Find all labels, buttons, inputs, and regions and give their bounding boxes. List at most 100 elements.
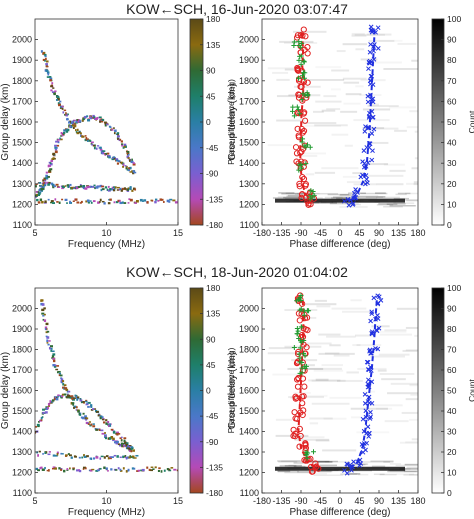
trace-point <box>101 200 105 203</box>
trace-point <box>47 402 51 406</box>
density-cell <box>324 461 351 463</box>
density-cell <box>409 418 418 421</box>
trace-point <box>43 183 47 187</box>
trace-point <box>85 399 88 402</box>
trace-point <box>90 404 93 407</box>
trace-point <box>129 448 132 451</box>
trace-point <box>109 456 112 460</box>
data-marker <box>297 111 303 117</box>
trace-point <box>50 89 53 92</box>
trace-point <box>93 116 96 119</box>
x-tick-label: 0 <box>337 228 342 238</box>
y-tick-label: 1100 <box>13 220 32 230</box>
trace-point <box>119 444 122 447</box>
trace-point <box>127 456 130 459</box>
trace-point <box>107 457 110 460</box>
x-tick-label: -90 <box>294 496 307 506</box>
colorbar-tick-label: 10 <box>447 468 457 478</box>
density-cell <box>342 175 358 178</box>
trace-point <box>93 184 96 187</box>
trace-point <box>59 100 62 103</box>
trace-point <box>113 186 116 190</box>
trace-point <box>172 199 176 202</box>
y-tick-label: 1700 <box>239 365 259 375</box>
data-marker <box>366 367 372 373</box>
trace-point <box>71 397 74 400</box>
data-marker <box>295 310 302 317</box>
trace-point <box>82 466 87 469</box>
phase-vs-delay-panel: 1100120013001400150016001700180019002000… <box>227 14 474 250</box>
data-marker <box>366 430 372 436</box>
trace-point <box>107 420 110 424</box>
trace-point <box>60 381 63 384</box>
trace-point <box>122 146 125 149</box>
trace-point <box>108 423 112 425</box>
data-marker <box>301 308 307 314</box>
trace-point <box>84 115 87 119</box>
data-marker <box>298 293 304 299</box>
trace-point <box>94 117 98 121</box>
density-cell <box>281 193 307 195</box>
data-marker <box>302 33 309 40</box>
trace-point <box>49 400 52 403</box>
trace-point <box>170 467 174 469</box>
trace-point <box>42 52 45 55</box>
data-marker <box>299 73 305 79</box>
trace-point <box>50 159 54 162</box>
trace-point <box>157 469 160 473</box>
data-marker <box>300 136 306 142</box>
trace-point <box>119 469 123 472</box>
trace-point <box>60 396 63 399</box>
data-marker <box>305 93 311 99</box>
colorbar-tick-label: 100 <box>447 14 461 24</box>
density-cell <box>324 196 343 199</box>
data-marker <box>295 91 302 98</box>
trace-point <box>125 470 128 473</box>
density-cell <box>409 384 418 387</box>
data-marker <box>364 176 369 182</box>
density-cell <box>376 204 394 206</box>
trace-point <box>43 313 46 316</box>
trace-point <box>61 453 64 455</box>
trace-point <box>49 168 53 171</box>
density-cell <box>302 342 332 345</box>
trace-point <box>52 359 56 363</box>
plot-area <box>35 288 178 493</box>
trace-point <box>126 152 129 155</box>
trace-point <box>47 343 50 346</box>
trace-point <box>84 415 87 418</box>
data-marker <box>303 451 309 457</box>
density-cell <box>383 163 405 166</box>
trace-point <box>90 201 93 204</box>
trace-point <box>113 157 116 160</box>
data-marker <box>373 327 379 333</box>
trace-point <box>135 199 139 203</box>
trace-point <box>55 183 59 186</box>
density-cell <box>272 373 304 376</box>
trace-point <box>115 159 119 162</box>
trace-point <box>56 201 59 203</box>
data-marker <box>298 125 305 133</box>
trace-point <box>69 200 71 204</box>
trace-point <box>132 163 136 166</box>
data-marker <box>369 157 375 163</box>
trace-point <box>101 418 105 421</box>
trace-point <box>77 185 81 188</box>
x-tick-label: 90 <box>374 496 384 506</box>
trace-point <box>61 187 64 190</box>
density-cell <box>350 203 361 206</box>
trace-point <box>132 170 135 173</box>
trace-point <box>65 454 68 457</box>
trace-point <box>131 158 133 162</box>
trace-point <box>82 187 86 190</box>
density-cell <box>383 206 403 208</box>
density-cell <box>356 431 389 433</box>
trace-point <box>86 402 89 405</box>
trace-point <box>65 128 68 131</box>
trace-point <box>106 188 109 191</box>
density-cell <box>379 372 415 375</box>
density-peak <box>275 466 405 471</box>
colorbar-tick-label: 45 <box>206 360 216 370</box>
data-marker <box>303 161 309 167</box>
data-marker <box>297 345 303 351</box>
